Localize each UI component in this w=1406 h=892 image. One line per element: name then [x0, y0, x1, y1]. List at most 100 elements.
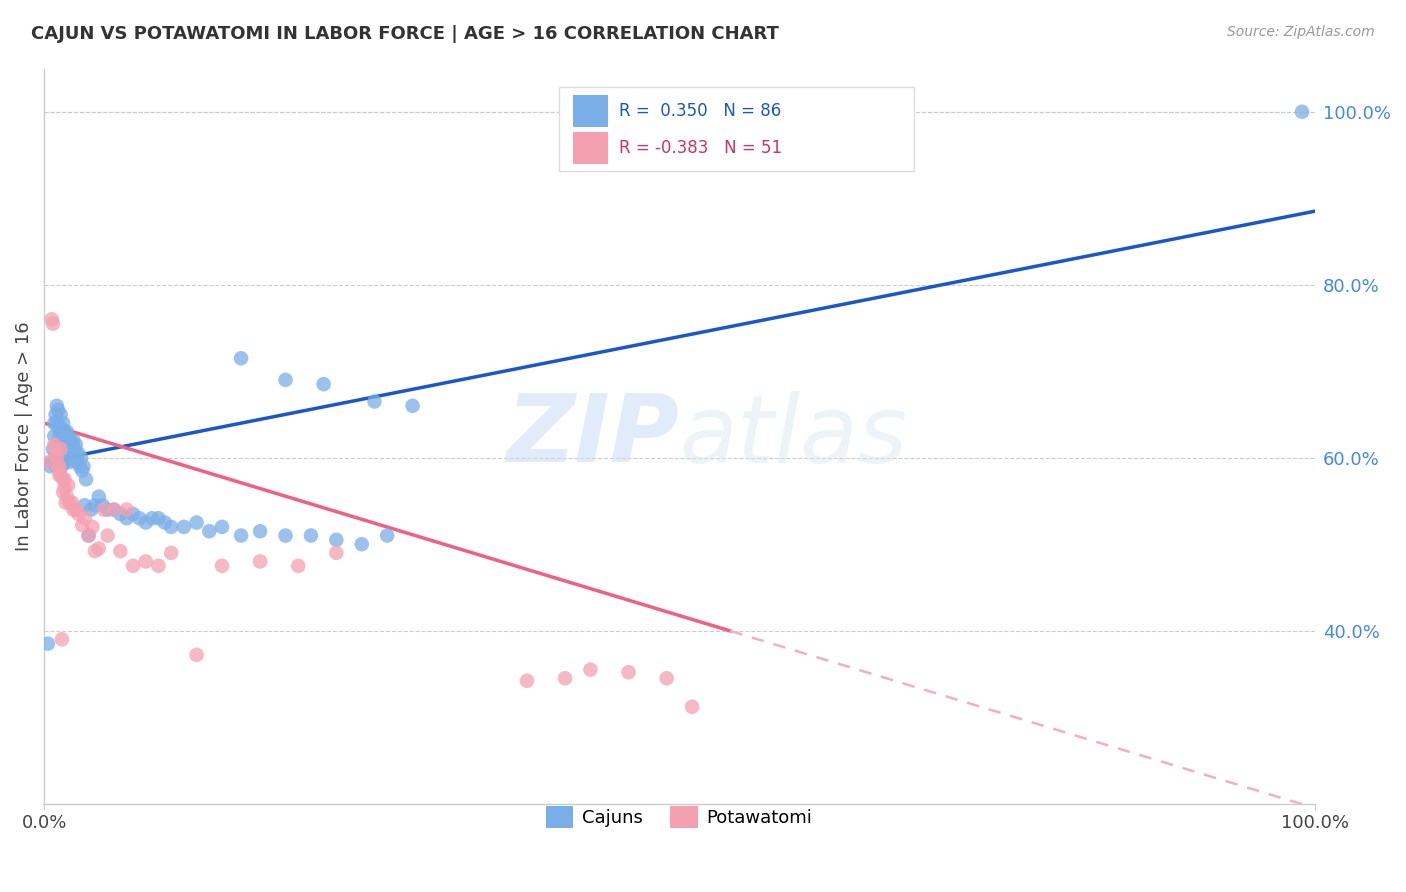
Point [249, 554, 271, 568]
Point [51, 459, 73, 474]
Point [110, 507, 132, 521]
Point [67, 507, 90, 521]
Point [52, 450, 75, 465]
Point [38, 455, 60, 469]
Point [53, 481, 76, 495]
Point [363, 394, 385, 409]
Point [48, 459, 70, 474]
Point [49, 408, 72, 422]
Point [60, 438, 83, 452]
Point [211, 520, 233, 534]
Point [49, 468, 72, 483]
Text: Source: ZipAtlas.com: Source: ZipAtlas.com [1227, 25, 1375, 39]
Point [173, 520, 195, 534]
Point [554, 671, 576, 685]
Point [135, 554, 157, 568]
Point [48, 468, 70, 483]
Point [141, 511, 163, 525]
Point [91, 498, 114, 512]
Point [53, 472, 76, 486]
Point [37, 637, 59, 651]
Point [59, 434, 82, 448]
Point [44, 438, 66, 452]
Point [80, 502, 103, 516]
Point [52, 472, 75, 486]
Point [82, 520, 104, 534]
Point [72, 459, 94, 474]
Point [46, 459, 69, 474]
Point [55, 446, 77, 460]
Point [579, 663, 602, 677]
Point [84, 544, 107, 558]
Point [186, 516, 208, 530]
Point [49, 438, 72, 452]
Point [325, 533, 347, 547]
Point [401, 399, 423, 413]
Point [55, 496, 77, 510]
Text: CAJUN VS POTAWATOMI IN LABOR FORCE | AGE > 16 CORRELATION CHART: CAJUN VS POTAWATOMI IN LABOR FORCE | AGE… [31, 25, 779, 43]
Point [103, 502, 125, 516]
Point [41, 312, 63, 326]
Point [1291, 104, 1313, 119]
Point [58, 455, 80, 469]
Point [103, 502, 125, 516]
Point [229, 528, 252, 542]
Point [45, 446, 67, 460]
Point [49, 442, 72, 456]
Point [93, 502, 115, 516]
Point [44, 429, 66, 443]
Point [135, 516, 157, 530]
Point [274, 373, 297, 387]
Point [75, 472, 97, 486]
Point [153, 516, 176, 530]
Point [46, 403, 69, 417]
Point [87, 490, 110, 504]
Point [45, 408, 67, 422]
Point [56, 438, 79, 452]
Point [77, 528, 100, 542]
Point [375, 528, 398, 542]
Point [60, 496, 83, 510]
Point [148, 511, 170, 525]
Point [44, 416, 66, 430]
Point [122, 507, 145, 521]
Point [65, 502, 87, 516]
Point [84, 498, 107, 512]
Point [56, 490, 79, 504]
Point [52, 416, 75, 430]
Point [65, 450, 87, 465]
Point [70, 518, 93, 533]
Point [45, 446, 67, 460]
Point [211, 558, 233, 573]
Point [45, 416, 67, 430]
Point [62, 434, 84, 448]
Text: atlas: atlas [679, 391, 908, 482]
Point [115, 502, 138, 516]
Text: ZIP: ZIP [506, 390, 679, 482]
Point [52, 429, 75, 443]
Point [69, 459, 91, 474]
Point [249, 524, 271, 539]
Point [48, 429, 70, 443]
Point [73, 498, 96, 512]
Point [198, 524, 221, 539]
Point [52, 485, 75, 500]
Point [48, 450, 70, 465]
Point [58, 442, 80, 456]
Text: R = -0.383   N = 51: R = -0.383 N = 51 [619, 139, 782, 157]
Point [62, 446, 84, 460]
Point [122, 558, 145, 573]
Point [115, 511, 138, 525]
Point [229, 351, 252, 366]
Point [97, 528, 120, 542]
Point [46, 420, 69, 434]
Point [45, 399, 67, 413]
Point [73, 511, 96, 525]
Point [63, 442, 86, 456]
Point [77, 528, 100, 542]
Point [65, 438, 87, 452]
Point [617, 665, 640, 680]
Point [45, 450, 67, 465]
Point [41, 455, 63, 469]
Point [681, 699, 703, 714]
